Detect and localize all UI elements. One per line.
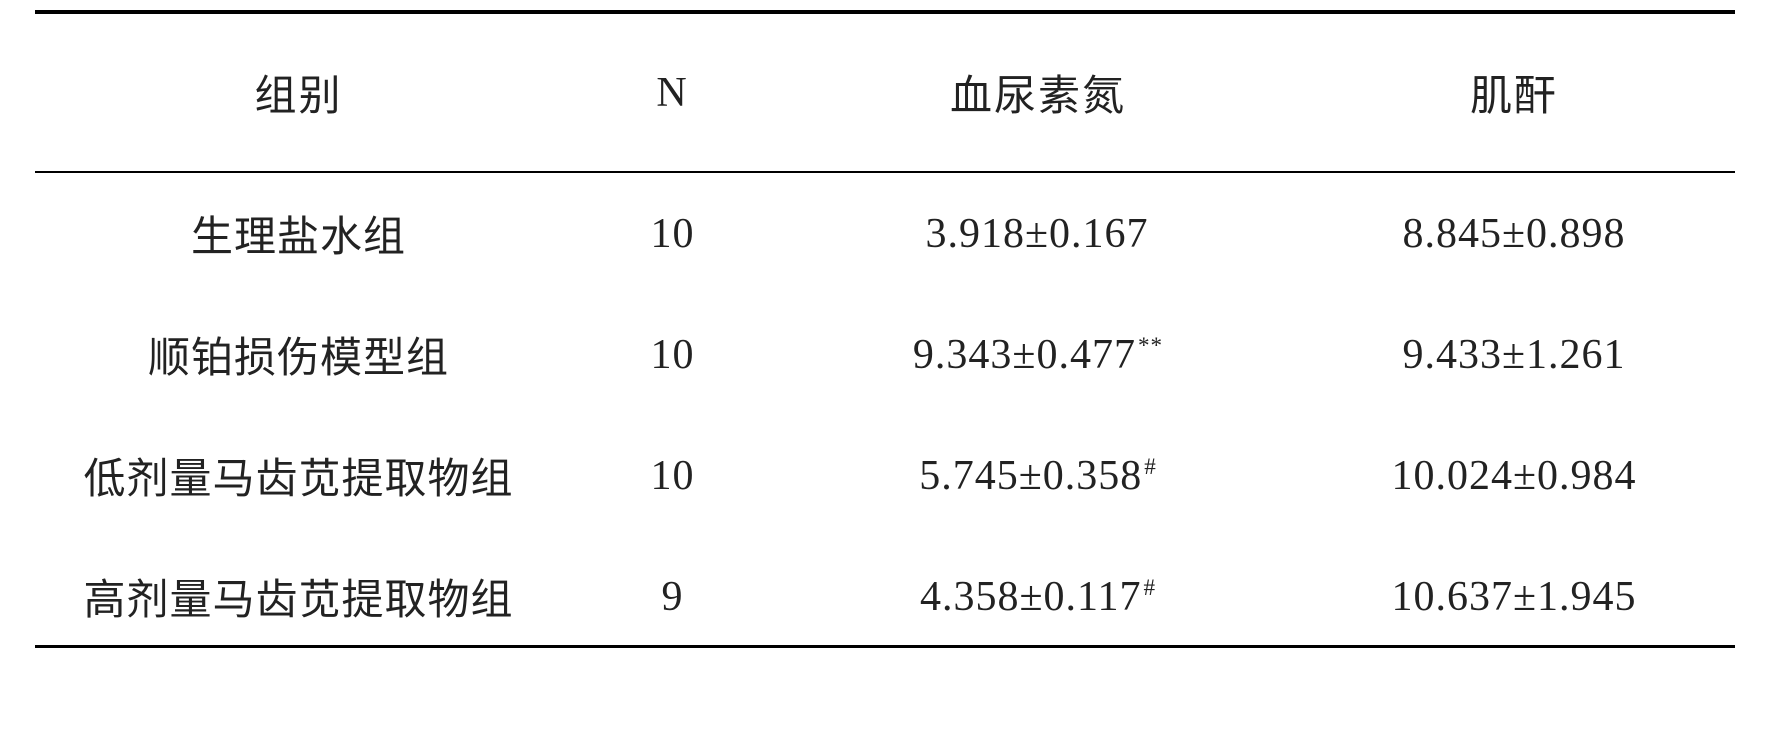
cell-n: 10: [562, 172, 783, 294]
bun-value: 4.358±0.117: [920, 574, 1142, 620]
table-row: 高剂量马齿苋提取物组 9 4.358±0.117# 10.637±1.945: [35, 536, 1735, 647]
cell-bun: 3.918±0.167: [783, 172, 1293, 294]
bun-value: 5.745±0.358: [919, 453, 1142, 499]
cell-bun: 4.358±0.117#: [783, 536, 1293, 647]
cell-n: 10: [562, 415, 783, 536]
cell-n: 9: [562, 536, 783, 647]
table-row: 生理盐水组 10 3.918±0.167 8.845±0.898: [35, 172, 1735, 294]
col-header-cr: 肌酐: [1293, 12, 1735, 172]
bun-sup: #: [1143, 574, 1156, 600]
data-table-container: 组别 N 血尿素氮 肌酐 生理盐水组 10 3.918±0.167 8.845±…: [35, 0, 1735, 648]
bun-value: 9.343±0.477: [913, 332, 1136, 378]
table-row: 低剂量马齿苋提取物组 10 5.745±0.358# 10.024±0.984: [35, 415, 1735, 536]
bun-sup: #: [1144, 453, 1157, 479]
col-header-bun: 血尿素氮: [783, 12, 1293, 172]
bun-sup: **: [1138, 332, 1163, 358]
cell-bun: 5.745±0.358#: [783, 415, 1293, 536]
col-header-group: 组别: [35, 12, 562, 172]
header-row: 组别 N 血尿素氮 肌酐: [35, 12, 1735, 172]
cell-group: 低剂量马齿苋提取物组: [35, 415, 562, 536]
cell-n: 10: [562, 294, 783, 415]
cell-group: 顺铂损伤模型组: [35, 294, 562, 415]
cell-cr: 10.024±0.984: [1293, 415, 1735, 536]
cell-cr: 9.433±1.261: [1293, 294, 1735, 415]
cell-group: 高剂量马齿苋提取物组: [35, 536, 562, 647]
cell-cr: 8.845±0.898: [1293, 172, 1735, 294]
bun-value: 3.918±0.167: [925, 211, 1148, 257]
cell-cr: 10.637±1.945: [1293, 536, 1735, 647]
data-table: 组别 N 血尿素氮 肌酐 生理盐水组 10 3.918±0.167 8.845±…: [35, 10, 1735, 648]
table-body: 生理盐水组 10 3.918±0.167 8.845±0.898 顺铂损伤模型组…: [35, 172, 1735, 647]
cell-group: 生理盐水组: [35, 172, 562, 294]
cell-bun: 9.343±0.477**: [783, 294, 1293, 415]
col-header-n: N: [562, 12, 783, 172]
table-row: 顺铂损伤模型组 10 9.343±0.477** 9.433±1.261: [35, 294, 1735, 415]
